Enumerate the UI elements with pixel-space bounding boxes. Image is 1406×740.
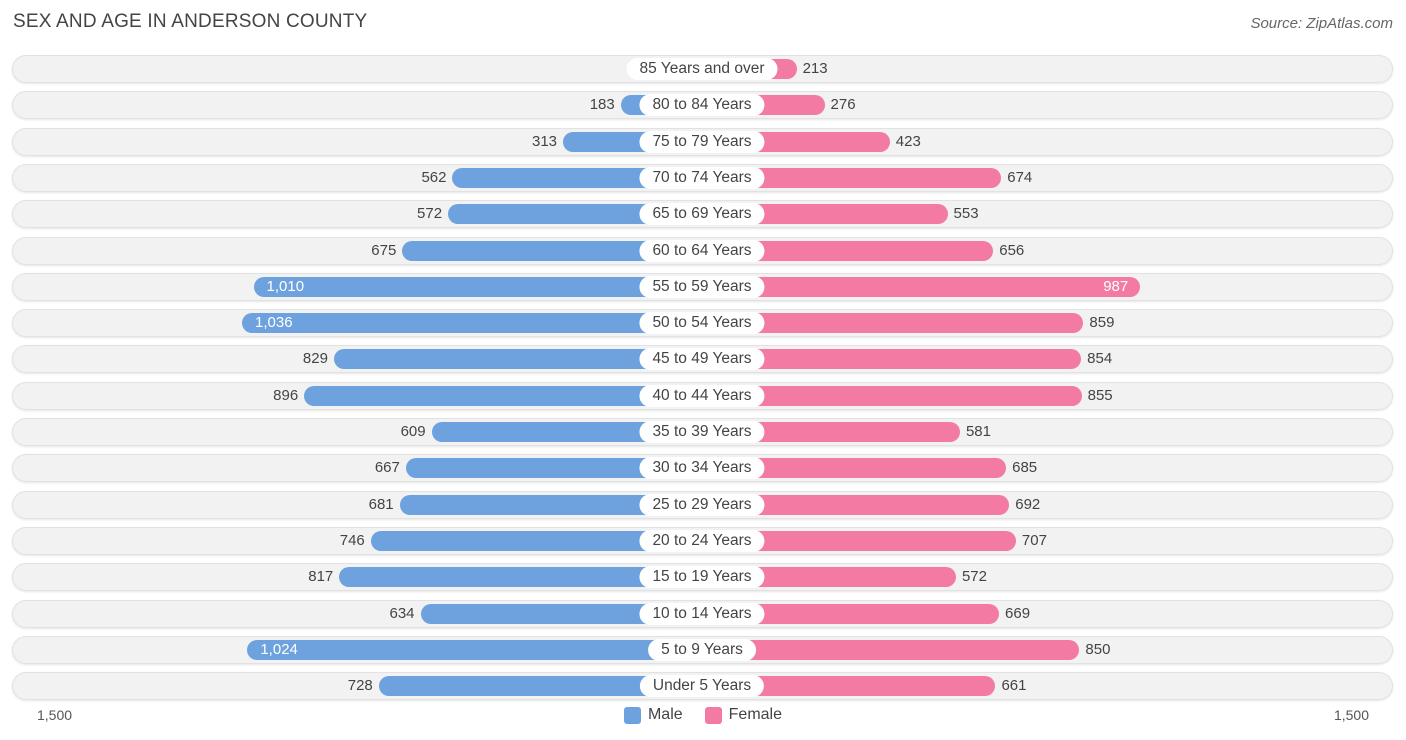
legend-label-female: Female [728,706,783,723]
legend-item-male[interactable]: Male [623,706,683,724]
value-label-female-60-to-64-years: 656 [999,242,1025,259]
value-label-female-75-to-79-years: 423 [895,133,921,150]
bar-female-40-to-44-years[interactable] [702,386,1082,406]
bar-male-15-to-19-years[interactable] [339,567,702,587]
bar-male-30-to-34-years[interactable] [405,458,702,478]
value-label-male-under-5-years: 728 [347,677,373,694]
bar-female-25-to-29-years[interactable] [702,495,1010,515]
value-label-female-80-to-84-years: 276 [830,96,856,113]
bar-female-45-to-49-years[interactable] [702,349,1082,369]
category-label-under-5-years: Under 5 Years [639,675,765,697]
category-label-50-to-54-years: 50 to 54 Years [639,312,765,334]
value-label-female-5-to-9-years: 850 [1085,641,1111,658]
axis-label-right: 1,500 [1333,707,1369,723]
category-label-70-to-74-years: 70 to 74 Years [639,167,765,189]
bar-male-under-5-years[interactable] [378,676,702,696]
value-label-female-25-to-29-years: 692 [1015,496,1041,513]
bar-female-10-to-14-years[interactable] [702,604,1000,624]
value-label-female-40-to-44-years: 855 [1087,387,1113,404]
bar-male-5-to-9-years[interactable] [247,640,702,660]
value-label-female-15-to-19-years: 572 [961,568,987,585]
value-label-female-30-to-34-years: 685 [1012,459,1038,476]
category-label-80-to-84-years: 80 to 84 Years [639,94,765,116]
bar-female-55-to-59-years[interactable] [702,277,1141,297]
value-label-male-35-to-39-years: 609 [400,423,426,440]
legend-swatch-female [704,706,722,724]
value-label-male-75-to-79-years: 313 [532,133,558,150]
source-label: Source: ZipAtlas.com [1250,15,1393,32]
bar-male-25-to-29-years[interactable] [399,495,702,515]
value-label-male-50-to-54-years: 1,036 [255,314,293,331]
value-label-male-45-to-49-years: 829 [302,350,328,367]
legend: Male Female [0,706,1406,724]
category-label-75-to-79-years: 75 to 79 Years [639,131,765,153]
value-label-female-35-to-39-years: 581 [965,423,991,440]
value-label-male-65-to-69-years: 572 [417,205,443,222]
value-label-male-25-to-29-years: 681 [368,496,394,513]
value-label-male-70-to-74-years: 562 [421,169,447,186]
category-label-5-to-9-years: 5 to 9 Years [648,639,756,661]
value-label-male-40-to-44-years: 896 [273,387,299,404]
legend-label-male: Male [647,706,683,723]
bar-female-15-to-19-years[interactable] [702,567,956,587]
category-label-30-to-34-years: 30 to 34 Years [639,457,765,479]
value-label-female-70-to-74-years: 674 [1007,169,1033,186]
value-label-male-5-to-9-years: 1,024 [260,641,298,658]
value-label-female-85-years-and-over: 213 [802,60,828,77]
legend-item-female[interactable]: Female [704,706,783,724]
category-label-25-to-29-years: 25 to 29 Years [639,494,765,516]
bar-male-55-to-59-years[interactable] [253,277,702,297]
category-label-65-to-69-years: 65 to 69 Years [639,203,765,225]
bar-female-20-to-24-years[interactable] [702,531,1016,551]
value-label-female-20-to-24-years: 707 [1021,532,1047,549]
category-label-85-years-and-over: 85 Years and over [626,58,778,80]
category-label-15-to-19-years: 15 to 19 Years [639,566,765,588]
bar-female-under-5-years[interactable] [702,676,996,696]
bar-male-40-to-44-years[interactable] [304,386,702,406]
value-label-male-60-to-64-years: 675 [371,242,397,259]
bar-female-50-to-54-years[interactable] [702,313,1084,333]
value-label-female-under-5-years: 661 [1001,677,1027,694]
bar-female-30-to-34-years[interactable] [702,458,1007,478]
value-label-male-10-to-14-years: 634 [389,605,415,622]
bar-male-45-to-49-years[interactable] [333,349,702,369]
bar-female-35-to-39-years[interactable] [702,422,960,442]
bar-female-5-to-9-years[interactable] [702,640,1080,660]
value-label-male-20-to-24-years: 746 [339,532,365,549]
bar-male-50-to-54-years[interactable] [242,313,702,333]
category-label-60-to-64-years: 60 to 64 Years [639,240,765,262]
category-label-40-to-44-years: 40 to 44 Years [639,385,765,407]
category-label-35-to-39-years: 35 to 39 Years [639,421,765,443]
value-label-female-55-to-59-years: 987 [1103,278,1129,295]
bar-male-20-to-24-years[interactable] [370,531,702,551]
value-label-male-15-to-19-years: 817 [308,568,334,585]
bar-female-70-to-74-years[interactable] [702,168,1002,188]
category-label-55-to-59-years: 55 to 59 Years [639,276,765,298]
category-label-20-to-24-years: 20 to 24 Years [639,530,765,552]
category-label-10-to-14-years: 10 to 14 Years [639,603,765,625]
value-label-male-80-to-84-years: 183 [589,96,615,113]
value-label-female-50-to-54-years: 859 [1089,314,1115,331]
chart-title: SEX AND AGE IN ANDERSON COUNTY [13,11,368,32]
bar-male-60-to-64-years[interactable] [402,241,702,261]
value-label-female-10-to-14-years: 669 [1005,605,1031,622]
value-label-male-30-to-34-years: 667 [374,459,400,476]
bar-male-10-to-14-years[interactable] [420,604,702,624]
legend-swatch-male [623,706,641,724]
bar-male-65-to-69-years[interactable] [448,204,702,224]
bar-male-35-to-39-years[interactable] [431,422,702,442]
category-label-45-to-49-years: 45 to 49 Years [639,348,765,370]
value-label-male-55-to-59-years: 1,010 [266,278,305,295]
value-label-female-65-to-69-years: 553 [953,205,979,222]
axis-label-left: 1,500 [37,707,73,723]
value-label-female-45-to-49-years: 854 [1087,350,1113,367]
bar-female-60-to-64-years[interactable] [702,241,994,261]
